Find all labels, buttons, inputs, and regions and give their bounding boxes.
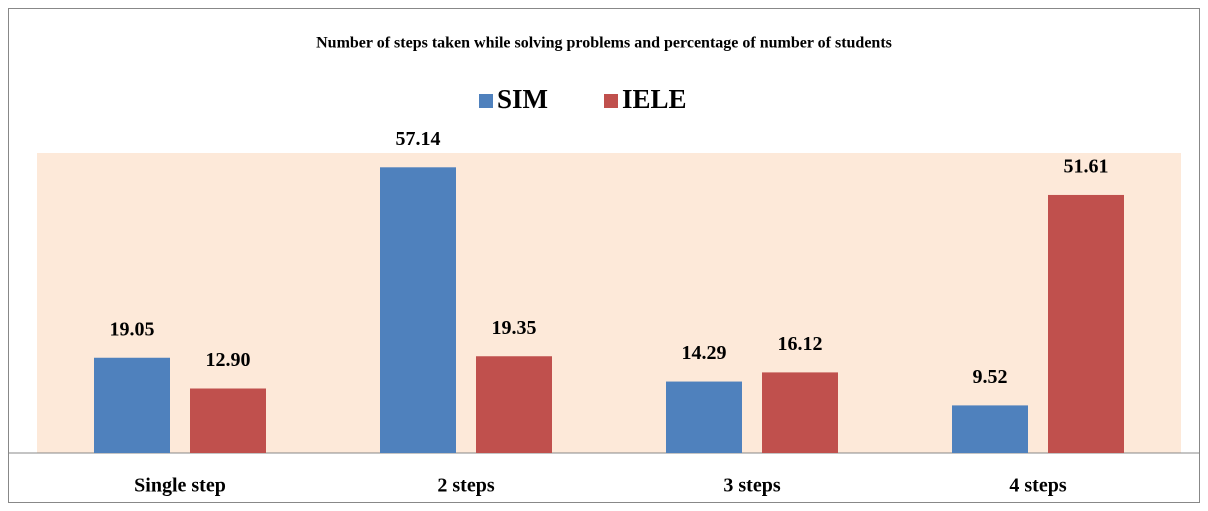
data-label: 16.12 [778, 333, 823, 355]
legend-swatch [604, 94, 618, 108]
data-label: 51.61 [1064, 156, 1109, 178]
data-label: 12.90 [206, 349, 251, 371]
bar [666, 381, 742, 453]
x-tick-label: Single step [134, 475, 226, 497]
data-label: 9.52 [973, 366, 1008, 388]
legend-label: IELE [622, 84, 687, 114]
bar [476, 356, 552, 453]
x-tick-label: 3 steps [723, 475, 780, 497]
legend-label: SIM [497, 84, 548, 114]
bar [952, 405, 1028, 453]
chart-title: Number of steps taken while solving prob… [316, 35, 892, 52]
bar [762, 372, 838, 453]
bar [94, 357, 170, 453]
bar [380, 167, 456, 454]
data-label: 14.29 [682, 342, 727, 364]
data-label: 19.05 [110, 318, 155, 340]
x-tick-label: 4 steps [1009, 475, 1066, 497]
data-label: 19.35 [492, 317, 537, 339]
bar [190, 388, 266, 453]
legend-swatch [479, 94, 493, 108]
data-label: 57.14 [396, 128, 441, 150]
x-tick-label: 2 steps [437, 475, 494, 497]
bar [1048, 194, 1124, 453]
